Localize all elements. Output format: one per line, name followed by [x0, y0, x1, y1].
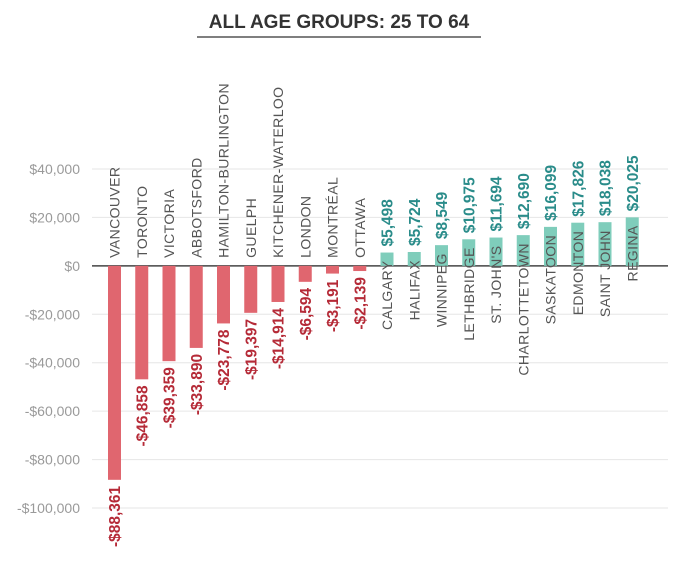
- value-label: $5,498: [380, 199, 397, 247]
- category-label: VANCOUVER: [107, 167, 123, 258]
- value-label: $5,724: [407, 198, 424, 246]
- category-label: CHARLOTTETOWN: [515, 243, 531, 376]
- value-label: -$46,858: [134, 385, 151, 447]
- gridlines: [92, 168, 668, 509]
- y-tick-label: -$80,000: [25, 452, 80, 468]
- category-label: EDMONTON: [570, 231, 586, 316]
- bar: [353, 265, 367, 272]
- y-tick-label: -$100,000: [17, 500, 80, 516]
- value-label: $11,694: [489, 176, 506, 232]
- bar: [435, 245, 448, 266]
- value-label: -$14,914: [271, 308, 288, 370]
- y-tick-label: -$40,000: [25, 355, 80, 371]
- bar: [108, 265, 121, 480]
- value-label: -$33,890: [189, 354, 206, 415]
- value-label: $17,826: [570, 160, 587, 216]
- category-label: VICTORIA: [161, 189, 177, 258]
- value-label: -$3,191: [325, 279, 342, 332]
- bar: [380, 252, 394, 266]
- y-tick-label: $20,000: [29, 209, 80, 225]
- category-label: SAINT JOHN: [597, 230, 613, 317]
- value-label: $10,975: [461, 177, 478, 233]
- y-tick-label: -$20,000: [25, 306, 80, 322]
- category-label: LONDON: [297, 196, 313, 258]
- category-label: GUELPH: [243, 198, 259, 258]
- category-label: ABBOTSFORD: [188, 157, 204, 257]
- value-label: -$2,139: [352, 277, 369, 330]
- value-label: $12,690: [516, 173, 533, 229]
- category-label: KITCHENER-WATERLOO: [270, 87, 286, 258]
- category-label: SASKATOON: [543, 235, 559, 324]
- value-label: -$19,397: [243, 319, 260, 380]
- y-tick-label: $0: [64, 258, 80, 274]
- value-label: $20,025: [625, 155, 642, 211]
- bar: [244, 265, 258, 313]
- value-label: -$88,361: [107, 485, 124, 547]
- bar: [298, 265, 312, 282]
- bar: [516, 235, 530, 266]
- bar: [571, 222, 585, 266]
- category-label: REGINA: [624, 225, 640, 281]
- bar: [217, 265, 230, 324]
- bar: [326, 265, 339, 274]
- category-label: WINNIPEG: [434, 253, 450, 327]
- category-label: MONTRÉAL: [325, 177, 341, 258]
- y-tick-label: -$60,000: [25, 403, 80, 419]
- bar: [489, 237, 503, 266]
- value-label: -$6,594: [298, 287, 315, 340]
- bar: [544, 226, 557, 266]
- bar: [462, 239, 476, 266]
- labels: $40,000 $20,000 $0 -$20,000 -$40,000 -$60,000…: [17, 83, 642, 547]
- bar: [162, 265, 176, 362]
- bars: [108, 217, 639, 480]
- value-label: $16,099: [543, 164, 560, 220]
- category-label: CALGARY: [379, 260, 395, 330]
- bar: [407, 251, 421, 266]
- category-label: LETHBRIDGE: [461, 247, 477, 340]
- bar: [189, 265, 203, 348]
- category-label: OTTAWA: [352, 197, 368, 257]
- value-label: -$23,778: [216, 329, 233, 391]
- category-label: ST. JOHN'S: [488, 246, 504, 324]
- bar: [598, 222, 612, 266]
- value-label: -$39,359: [162, 367, 179, 429]
- value-label: $8,549: [434, 191, 451, 239]
- bar: [625, 217, 639, 266]
- category-label: TORONTO: [134, 186, 150, 258]
- value-label: $18,038: [598, 160, 615, 216]
- category-label: HALIFAX: [406, 260, 422, 321]
- bar: [271, 265, 285, 302]
- y-tick-label: $40,000: [29, 161, 80, 177]
- category-label: HAMILTON-BURLINGTON: [216, 83, 232, 258]
- chart-title: ALL AGE GROUPS: 25 TO 64: [209, 12, 470, 33]
- bar: [135, 265, 149, 380]
